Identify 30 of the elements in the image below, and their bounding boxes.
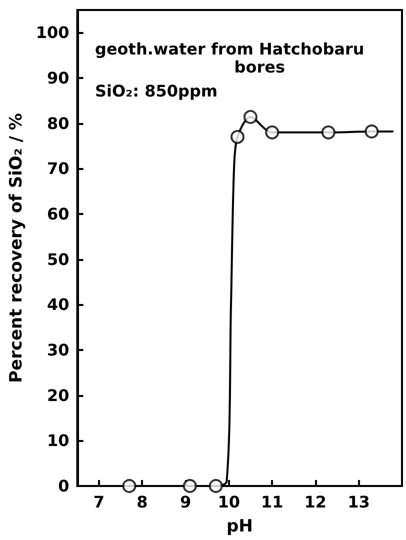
x-tick-label: 10 bbox=[218, 492, 240, 512]
y-tick-label: 80 bbox=[47, 114, 70, 133]
x-axis-title: pH bbox=[226, 516, 253, 536]
y-tick-label: 40 bbox=[47, 295, 70, 314]
annotation: SiO₂: 850ppm bbox=[95, 82, 218, 100]
y-tick-label: 100 bbox=[36, 23, 70, 42]
x-tick-label: 9 bbox=[180, 492, 192, 512]
point bbox=[364, 124, 379, 138]
point bbox=[122, 479, 136, 493]
annotation: geoth.water from Hatchobaru bores bbox=[95, 40, 364, 76]
y-tick-label: 90 bbox=[47, 68, 70, 88]
x-tick-label: 13 bbox=[348, 492, 370, 512]
point bbox=[230, 130, 244, 144]
point bbox=[208, 479, 223, 493]
y-tick-label: 50 bbox=[47, 250, 70, 269]
x-tick-label: 8 bbox=[136, 492, 148, 512]
point bbox=[265, 125, 280, 140]
point bbox=[182, 479, 197, 493]
x-tick-label: 11 bbox=[260, 492, 284, 512]
y-tick-label: 20 bbox=[47, 386, 70, 405]
y-tick-label: 70 bbox=[47, 159, 70, 178]
point bbox=[243, 110, 258, 124]
x-tick-label: 12 bbox=[304, 492, 327, 512]
y-axis-title: Percent recovery of SiO₂ / % bbox=[6, 113, 26, 383]
y-tick-label: 60 bbox=[47, 204, 70, 224]
y-tick-label: 30 bbox=[47, 340, 70, 360]
y-tick-label: 0 bbox=[58, 476, 70, 496]
point bbox=[321, 125, 336, 140]
x-tick-label: 7 bbox=[93, 492, 105, 512]
y-tick-label: 10 bbox=[47, 431, 70, 450]
